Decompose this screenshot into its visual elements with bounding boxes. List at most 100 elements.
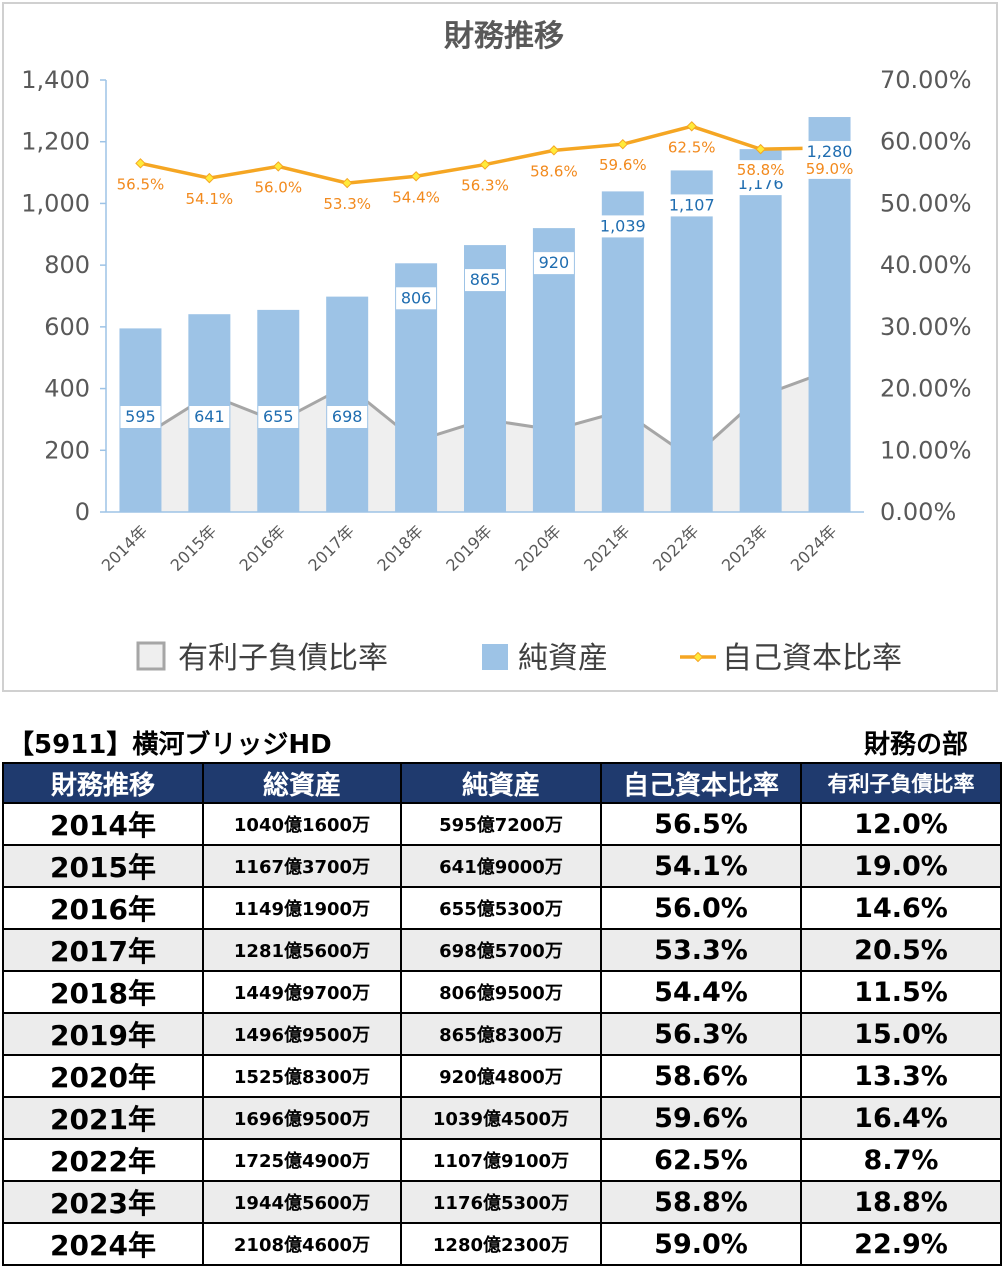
table-row: 2022年 1725億4900万 1107億9100万 62.5% 8.7% [2, 1138, 1002, 1182]
line-value-label: 59.0% [806, 160, 854, 178]
cell-equity-ratio: 56.5% [600, 802, 802, 846]
cell-net-assets: 920億4800万 [400, 1054, 602, 1098]
cell-year: 2023年 [2, 1180, 204, 1224]
cell-net-assets: 806億9500万 [400, 970, 602, 1014]
cell-year: 2021年 [2, 1096, 204, 1140]
y-left-tick-label: 1,000 [21, 189, 90, 217]
cell-equity-ratio: 56.0% [600, 886, 802, 930]
cell-net-assets: 865億8300万 [400, 1012, 602, 1056]
cell-year: 2019年 [2, 1012, 204, 1056]
cell-year: 2014年 [2, 802, 204, 846]
bar-label-bg [327, 406, 368, 428]
cell-equity-ratio: 56.3% [600, 1012, 802, 1056]
bar [601, 191, 644, 512]
y-left-tick-label: 200 [44, 436, 90, 464]
cell-debt-ratio: 13.3% [800, 1054, 1002, 1098]
cell-debt-ratio: 19.0% [800, 844, 1002, 888]
y-left-tick-label: 1,400 [21, 66, 90, 94]
header-net-assets: 純資産 [400, 762, 602, 804]
cell-total-assets: 1149億1900万 [202, 886, 402, 930]
cell-year: 2022年 [2, 1138, 204, 1182]
cell-debt-ratio: 16.4% [800, 1096, 1002, 1140]
line-value-label: 58.8% [737, 161, 785, 179]
bar-label-bg [595, 215, 650, 238]
bar-value-label: 641 [194, 407, 225, 426]
y-left-tick-label: 1,200 [21, 128, 90, 156]
y-right-tick-label: 30.00% [880, 313, 972, 341]
line-value-label: 54.1% [186, 190, 234, 208]
cell-debt-ratio: 12.0% [800, 802, 1002, 846]
cell-debt-ratio: 8.7% [800, 1138, 1002, 1182]
table-row: 2017年 1281億5600万 698億5700万 53.3% 20.5% [2, 928, 1002, 972]
table-row: 2016年 1149億1900万 655億5300万 56.0% 14.6% [2, 886, 1002, 930]
cell-total-assets: 2108億4600万 [202, 1222, 402, 1266]
line-value-label: 58.6% [530, 162, 578, 180]
legend-swatch-net-assets [482, 644, 508, 670]
cell-equity-ratio: 58.6% [600, 1054, 802, 1098]
legend-swatch-equity-ratio-marker [692, 651, 704, 663]
header-period: 財務推移 [2, 762, 204, 804]
line-label-bg [595, 155, 650, 176]
bar-value-label: 698 [332, 407, 363, 426]
bar-value-label: 655 [263, 407, 294, 426]
cell-equity-ratio: 53.3% [600, 928, 802, 972]
y-left-tick-label: 400 [44, 375, 90, 403]
cell-total-assets: 1944億5600万 [202, 1180, 402, 1224]
bar-label-bg [664, 194, 719, 217]
cell-equity-ratio: 54.4% [600, 970, 802, 1014]
cell-total-assets: 1525億8300万 [202, 1054, 402, 1098]
cell-total-assets: 1449億9700万 [202, 970, 402, 1014]
table-row: 2021年 1696億9500万 1039億4500万 59.6% 16.4% [2, 1096, 1002, 1140]
y-right-tick-label: 70.00% [880, 66, 972, 94]
x-tick-label: 2016年 [236, 521, 290, 575]
y-right-tick-label: 40.00% [880, 251, 972, 279]
cell-equity-ratio: 62.5% [600, 1138, 802, 1182]
cell-net-assets: 1039億4500万 [400, 1096, 602, 1140]
line-point [410, 171, 422, 182]
legend-label-net-assets: 純資産 [518, 641, 608, 676]
x-tick-label: 2020年 [511, 521, 565, 575]
table-row: 2020年 1525億8300万 920億4800万 58.6% 13.3% [2, 1054, 1002, 1098]
cell-debt-ratio: 14.6% [800, 886, 1002, 930]
line-point [548, 145, 560, 156]
cell-total-assets: 1496億9500万 [202, 1012, 402, 1056]
bar [326, 296, 369, 512]
line-label-bg [251, 177, 306, 198]
table-row: 2018年 1449億9700万 806億9500万 54.4% 11.5% [2, 970, 1002, 1014]
cell-year: 2020年 [2, 1054, 204, 1098]
cell-net-assets: 1107億9100万 [400, 1138, 602, 1182]
line-point [755, 143, 766, 155]
x-tick-label: 2022年 [649, 521, 703, 575]
cell-year: 2018年 [2, 970, 204, 1014]
line-label-bg [113, 174, 168, 195]
cell-total-assets: 1281億5600万 [202, 928, 402, 972]
line-point [479, 159, 491, 170]
cell-year: 2016年 [2, 886, 204, 930]
bar [670, 170, 713, 512]
line-label-bg [389, 187, 444, 208]
x-tick-label: 2024年 [787, 521, 841, 575]
y-left-tick-label: 800 [44, 251, 90, 279]
header-debt-ratio: 有利子負債比率 [800, 762, 1002, 804]
line-value-label: 59.6% [599, 156, 647, 174]
bar-value-label: 1,039 [600, 216, 646, 235]
x-tick-label: 2019年 [442, 521, 496, 575]
header-equity-ratio: 自己資本比率 [600, 762, 802, 804]
y-right-tick-label: 20.00% [880, 375, 972, 403]
y-right-tick-label: 10.00% [880, 436, 972, 464]
table-header-row: 財務推移 総資産 純資産 自己資本比率 有利子負債比率 [2, 762, 1002, 804]
x-tick-label: 2021年 [580, 521, 634, 575]
cell-debt-ratio: 11.5% [800, 970, 1002, 1014]
cell-equity-ratio: 54.1% [600, 844, 802, 888]
table-row: 2014年 1040億1600万 595億7200万 56.5% 12.0% [2, 802, 1002, 846]
cell-debt-ratio: 15.0% [800, 1012, 1002, 1056]
cell-total-assets: 1696億9500万 [202, 1096, 402, 1140]
y-right-tick-label: 60.00% [880, 128, 972, 156]
table-row: 2015年 1167億3700万 641億9000万 54.1% 19.0% [2, 844, 1002, 888]
bar-value-label: 1,280 [807, 142, 853, 161]
line-value-label: 56.0% [254, 178, 302, 196]
table-row: 2024年 2108億4600万 1280億2300万 59.0% 22.9% [2, 1222, 1002, 1266]
line-label-bg [458, 175, 512, 196]
bar-label-bg [465, 269, 505, 292]
line-point [617, 138, 629, 150]
